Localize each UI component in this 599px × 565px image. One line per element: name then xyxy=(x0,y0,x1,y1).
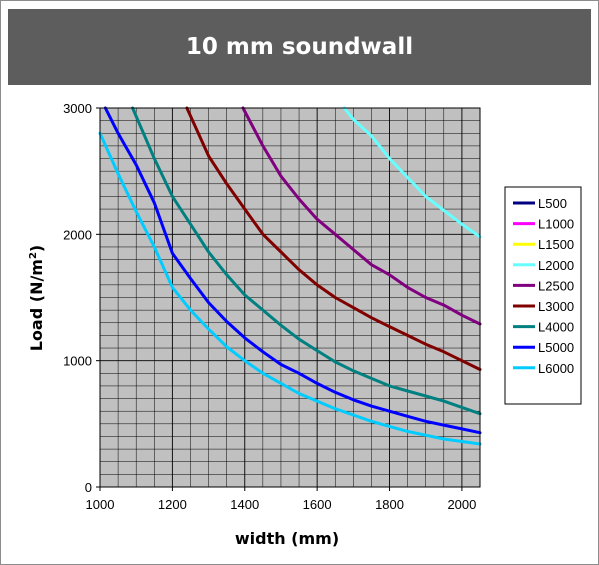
x-axis-title: width (mm) xyxy=(235,529,339,548)
x-tick-label: 1400 xyxy=(230,497,259,512)
legend-label-l1500: L1500 xyxy=(538,237,574,252)
y-axis-title-close: ) xyxy=(27,245,46,252)
y-tick-label: 1000 xyxy=(63,354,92,369)
x-tick-label: 2000 xyxy=(447,497,476,512)
x-tick-label: 1800 xyxy=(375,497,404,512)
y-axis-title-main: Load (N/m xyxy=(27,259,46,351)
legend-label-l2000: L2000 xyxy=(538,258,574,273)
plot-border xyxy=(99,107,481,488)
legend-label-l2500: L2500 xyxy=(538,278,574,293)
chart-title-bar: 10 mm soundwall xyxy=(8,9,591,85)
legend-label-l6000: L6000 xyxy=(538,361,574,376)
series-line-l6000 xyxy=(98,131,482,446)
series-line-l4000 xyxy=(131,106,482,416)
y-tick-label: 2000 xyxy=(63,227,92,242)
y-axis-title-sup: 2 xyxy=(28,252,39,259)
y-tick-label: 3000 xyxy=(63,101,92,116)
series-line-l2000 xyxy=(342,106,482,239)
legend-label-l5000: L5000 xyxy=(538,340,574,355)
chart-title: 10 mm soundwall xyxy=(185,34,414,60)
x-tick-label: 1200 xyxy=(158,497,187,512)
series-line-l2500 xyxy=(241,106,482,326)
legend-label-l3000: L3000 xyxy=(538,299,574,314)
legend-label-l500: L500 xyxy=(538,196,567,211)
series-line-l3000 xyxy=(185,106,482,371)
x-tick-label: 1600 xyxy=(303,497,332,512)
legend-label-l4000: L4000 xyxy=(538,320,574,335)
legend-label-l1000: L1000 xyxy=(538,217,574,232)
series-line-l5000 xyxy=(103,106,482,435)
y-tick-label: 0 xyxy=(85,480,92,495)
x-tick-label: 1000 xyxy=(86,497,115,512)
y-axis-title: Load (N/m2) xyxy=(27,245,46,352)
